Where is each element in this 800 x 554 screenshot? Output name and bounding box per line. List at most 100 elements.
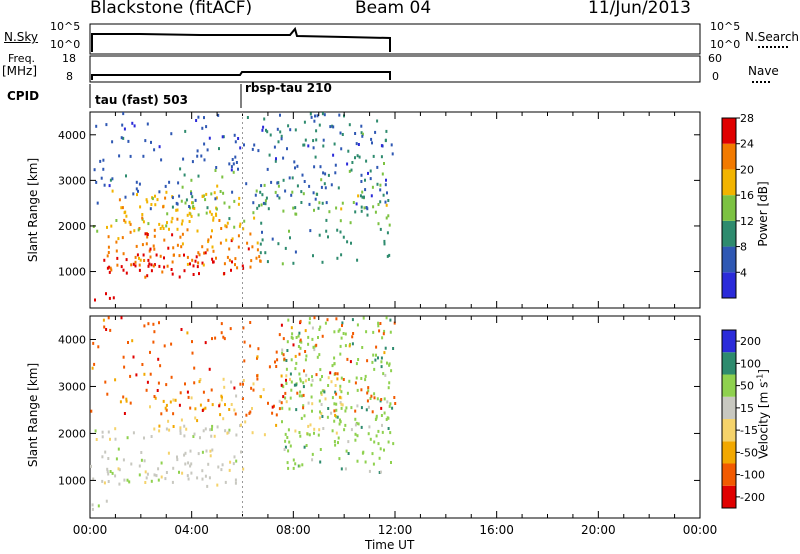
power-data-cell (171, 196, 174, 200)
power-data-cell (242, 227, 245, 231)
velocity-data-cell (97, 504, 100, 508)
velocity-data-cell (366, 399, 369, 403)
power-data-cell (296, 164, 299, 168)
power-data-cell (208, 136, 211, 140)
power-data-cell (225, 238, 228, 242)
velocity-data-cell (334, 390, 337, 394)
velocity-data-cell (318, 399, 321, 403)
power-data-cell (338, 113, 341, 117)
velocity-data-cell (234, 478, 237, 482)
velocity-data-cell (245, 413, 248, 417)
power-colorbar-tick-label: 16 (740, 189, 754, 202)
power-data-cell (303, 120, 306, 124)
velocity-data-cell (307, 424, 310, 428)
power-data-cell (154, 203, 157, 207)
velocity-data-cell (114, 378, 117, 382)
velocity-data-cell (249, 321, 252, 324)
power-data-cell (95, 180, 98, 184)
power-data-cell (219, 190, 222, 193)
velocity-data-cell (165, 403, 168, 407)
velocity-data-cell (331, 364, 334, 368)
velocity-data-cell (117, 447, 120, 451)
velocity-data-cell (283, 357, 286, 361)
power-data-cell (278, 196, 281, 200)
power-data-cell (259, 259, 262, 263)
velocity-data-cell (361, 451, 364, 455)
velocity-data-cell (321, 389, 324, 393)
power-data-cell (163, 265, 166, 269)
power-data-cell (130, 263, 133, 267)
velocity-data-cell (298, 464, 301, 468)
velocity-data-cell (224, 403, 226, 407)
velocity-data-cell (97, 345, 100, 349)
power-data-cell (131, 121, 134, 125)
power-data-cell (356, 258, 359, 262)
velocity-data-cell (323, 390, 326, 394)
velocity-data-cell (220, 398, 223, 402)
power-data-cell (180, 245, 183, 249)
velocity-data-cell (349, 360, 352, 364)
power-data-cell (144, 139, 147, 143)
velocity-data-cell (165, 383, 168, 387)
velocity-data-cell (271, 411, 274, 415)
power-data-cell (337, 186, 340, 190)
velocity-ytick-label: 3000 (58, 380, 86, 393)
power-data-cell (184, 129, 187, 133)
velocity-data-cell (220, 331, 223, 335)
power-data-cell (235, 161, 238, 164)
power-data-cell (110, 224, 113, 228)
velocity-data-cell (340, 376, 343, 380)
velocity-data-cell (152, 322, 155, 326)
velocity-data-cell (310, 395, 313, 399)
power-data-cell (312, 254, 314, 258)
velocity-data-cell (92, 341, 95, 345)
velocity-data-cell (311, 452, 314, 456)
power-data-cell (158, 190, 161, 194)
velocity-data-cell (263, 433, 266, 437)
velocity-data-cell (207, 398, 210, 402)
velocity-data-cell (191, 340, 193, 344)
velocity-data-cell (301, 394, 303, 398)
velocity-data-cell (336, 372, 339, 376)
power-data-cell (320, 178, 323, 182)
x-tick-label: 08:00 (276, 523, 311, 537)
velocity-data-cell (168, 428, 171, 432)
velocity-data-cell (109, 328, 112, 332)
velocity-data-cell (339, 388, 342, 392)
velocity-data-cell (370, 394, 373, 398)
velocity-data-cell (386, 361, 388, 365)
velocity-data-cell (106, 470, 109, 474)
power-data-cell (292, 261, 295, 265)
power-data-cell (367, 171, 369, 175)
velocity-data-cell (160, 475, 163, 479)
velocity-data-cell (285, 374, 288, 378)
power-data-cell (93, 168, 96, 172)
power-data-cell (274, 190, 277, 194)
velocity-data-cell (167, 451, 170, 455)
power-data-cell (150, 263, 153, 267)
power-data-cell (265, 128, 267, 132)
velocity-data-cell (144, 470, 147, 474)
power-data-cell (234, 155, 237, 159)
velocity-data-cell (380, 398, 383, 401)
velocity-data-cell (146, 380, 149, 384)
power-data-cell (381, 172, 384, 176)
velocity-data-cell (191, 351, 194, 355)
power-data-cell (385, 178, 387, 182)
velocity-data-cell (172, 425, 175, 428)
velocity-data-cell (356, 388, 359, 392)
power-data-cell (346, 162, 349, 166)
power-data-cell (384, 200, 387, 204)
velocity-data-cell (198, 380, 201, 384)
velocity-data-cell (367, 432, 370, 436)
velocity-data-cell (131, 339, 134, 343)
velocity-data-cell (101, 435, 104, 439)
velocity-data-cell (305, 444, 308, 447)
velocity-data-cell (371, 360, 374, 364)
velocity-data-cell (199, 436, 201, 440)
velocity-data-cell (118, 468, 121, 472)
power-colorbar-swatch (722, 246, 736, 273)
velocity-data-cell (143, 459, 146, 463)
power-data-cell (127, 139, 130, 143)
power-data-cell (355, 202, 358, 206)
